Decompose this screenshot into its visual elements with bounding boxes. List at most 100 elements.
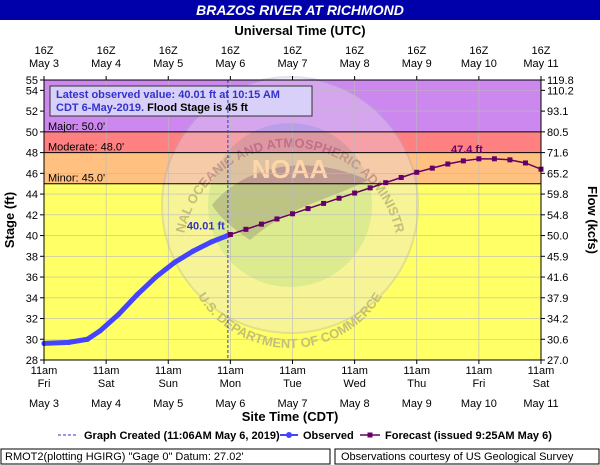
bottom-tick-time: 11am <box>403 365 430 377</box>
watermark-outer-ring <box>161 76 419 334</box>
footer: RMOT2(plotting HGIRG) "Gage 0" Datum: 27… <box>0 448 600 465</box>
y-tick-label: 32 <box>26 314 38 326</box>
y-tick-label: 34 <box>26 293 38 305</box>
top-tick-date: May 10 <box>461 58 497 70</box>
top-tick-hour: 16Z <box>407 45 426 57</box>
top-tick-date: May 8 <box>340 58 370 70</box>
bottom-tick-day: Sat <box>533 378 550 390</box>
observed-point <box>66 339 72 345</box>
forecast-point <box>460 158 466 164</box>
y-tick-label: 52 <box>26 106 38 118</box>
bottom-tick-time: 11am <box>528 365 555 377</box>
flow-tick-label: 54.8 <box>547 210 568 222</box>
forecast-point <box>445 161 451 167</box>
bottom-tick-day: Sun <box>158 378 178 390</box>
top-tick-date: May 7 <box>278 58 308 70</box>
watermark-inner-disc <box>208 123 372 287</box>
top-tick-date: May 3 <box>29 58 59 70</box>
flood-label-major: Major: 50.0' <box>48 121 105 133</box>
forecast-point <box>476 156 482 162</box>
bottom-tick-day: Mon <box>220 378 241 390</box>
bottom-tick-time: 11am <box>93 365 120 377</box>
flow-tick-label: 30.6 <box>547 334 568 346</box>
top-tick-hour: 16Z <box>35 45 54 57</box>
bottom-tick-date: May 9 <box>402 398 432 410</box>
bottom-tick-time: 11am <box>341 365 368 377</box>
top-tick-hour: 16Z <box>283 45 302 57</box>
y-axis-title: Stage (ft) <box>2 192 17 248</box>
y-tick-label: 40 <box>26 231 38 243</box>
forecast-crest-label: 47.4 ft <box>451 144 483 156</box>
footer-left-box <box>0 448 331 465</box>
flow-tick-label: 27.0 <box>547 355 568 367</box>
legend-forecast: Forecast (issued 9:25AM May 6) <box>385 430 552 442</box>
latest-value-flood-stage: Flood Stage is 45 ft <box>144 102 248 114</box>
top-tick-hour: 16Z <box>221 45 240 57</box>
forecast-point <box>352 190 358 196</box>
top-tick-date: May 4 <box>91 58 121 70</box>
flow-tick-label: 50.0 <box>547 231 568 243</box>
y-tick-label: 36 <box>26 272 38 284</box>
forecast-point <box>414 169 420 175</box>
forecast-point <box>429 165 435 171</box>
flow-tick-label: 41.6 <box>547 272 568 284</box>
forecast-point <box>258 221 264 227</box>
y-tick-label: 46 <box>26 168 38 180</box>
forecast-point <box>336 195 342 201</box>
legend-forecast-marker <box>367 432 373 438</box>
footer-datum: RMOT2(plotting HGIRG) "Gage 0" Datum: 27… <box>5 451 244 463</box>
flow-tick-label: 110.2 <box>547 85 574 97</box>
watermark-logo: NOAA <box>252 154 329 184</box>
y-tick-label: 42 <box>26 210 38 222</box>
observed-point <box>84 336 91 342</box>
top-tick-date: May 9 <box>402 58 432 70</box>
latest-value-date: CDT 6-May-2019. <box>56 102 144 114</box>
bottom-tick-time: 11am <box>155 365 182 377</box>
bottom-tick-time: 11am <box>279 365 306 377</box>
top-tick-date: May 5 <box>153 58 183 70</box>
y-tick-label: 55 <box>26 75 38 87</box>
bottom-tick-date: May 4 <box>91 398 121 410</box>
latest-value-line2: CDT 6-May-2019. Flood Stage is 45 ft <box>56 102 248 114</box>
top-tick-hour: 16Z <box>345 45 364 57</box>
bottom-tick-date: May 6 <box>215 398 245 410</box>
legend: Graph Created (11:06AM May 6, 2019) Obse… <box>58 430 552 442</box>
forecast-point <box>321 200 327 206</box>
legend-graph-created: Graph Created (11:06AM May 6, 2019) <box>84 430 280 442</box>
forecast-point <box>507 157 513 163</box>
flow-tick-label: 119.8 <box>547 75 574 87</box>
forecast-point <box>367 185 373 191</box>
bottom-tick-date: May 8 <box>340 398 370 410</box>
x-axis-title: Site Time (CDT) <box>242 409 339 424</box>
bottom-tick-time: 11am <box>217 365 244 377</box>
legend-observed-marker <box>286 432 292 438</box>
latest-value-frame <box>49 85 313 117</box>
observed-point <box>115 311 122 317</box>
y-axis-right-title: Flow (kcfs) <box>585 186 600 254</box>
observed-point <box>153 274 159 280</box>
flood-label-moderate: Moderate: 48.0' <box>48 142 124 154</box>
forecast-point <box>274 216 280 222</box>
flow-tick-label: 93.1 <box>547 106 568 118</box>
bottom-tick-date: May 5 <box>153 398 183 410</box>
bottom-tick-day: Fri <box>472 378 485 390</box>
flow-tick-label: 65.2 <box>547 168 568 180</box>
top-tick-hour: 16Z <box>97 45 116 57</box>
observed-point <box>97 328 103 334</box>
bottom-tick-time: 11am <box>466 365 493 377</box>
flow-tick-label: 80.5 <box>547 127 568 139</box>
y-tick-label: 28 <box>26 355 38 367</box>
latest-value-box: Latest observed value: 40.01 ft at 10:15… <box>49 85 313 117</box>
forecast-point <box>383 180 389 186</box>
forecast-point <box>290 211 295 217</box>
bottom-tick-day: Sat <box>98 378 115 390</box>
y-tick-label: 48 <box>26 148 38 160</box>
forecast-point <box>398 174 404 180</box>
flow-tick-label: 45.9 <box>547 251 568 263</box>
forecast-point <box>305 206 311 212</box>
bottom-tick-day: Fri <box>38 378 51 390</box>
y-tick-label: 38 <box>26 251 38 263</box>
top-tick-date: May 11 <box>523 58 558 70</box>
y-tick-label: 30 <box>26 334 38 346</box>
